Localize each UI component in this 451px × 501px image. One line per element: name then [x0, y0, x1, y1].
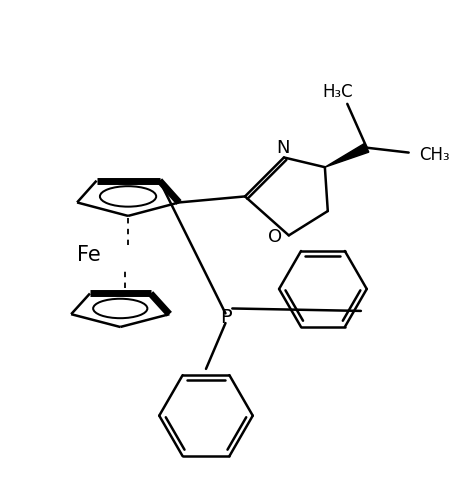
Text: P: P [220, 308, 231, 327]
Text: O: O [268, 228, 282, 246]
Text: H₃C: H₃C [322, 83, 353, 101]
Text: N: N [276, 139, 290, 157]
Text: Fe: Fe [77, 245, 101, 265]
Polygon shape [325, 143, 369, 167]
Text: CH₃: CH₃ [419, 145, 449, 163]
